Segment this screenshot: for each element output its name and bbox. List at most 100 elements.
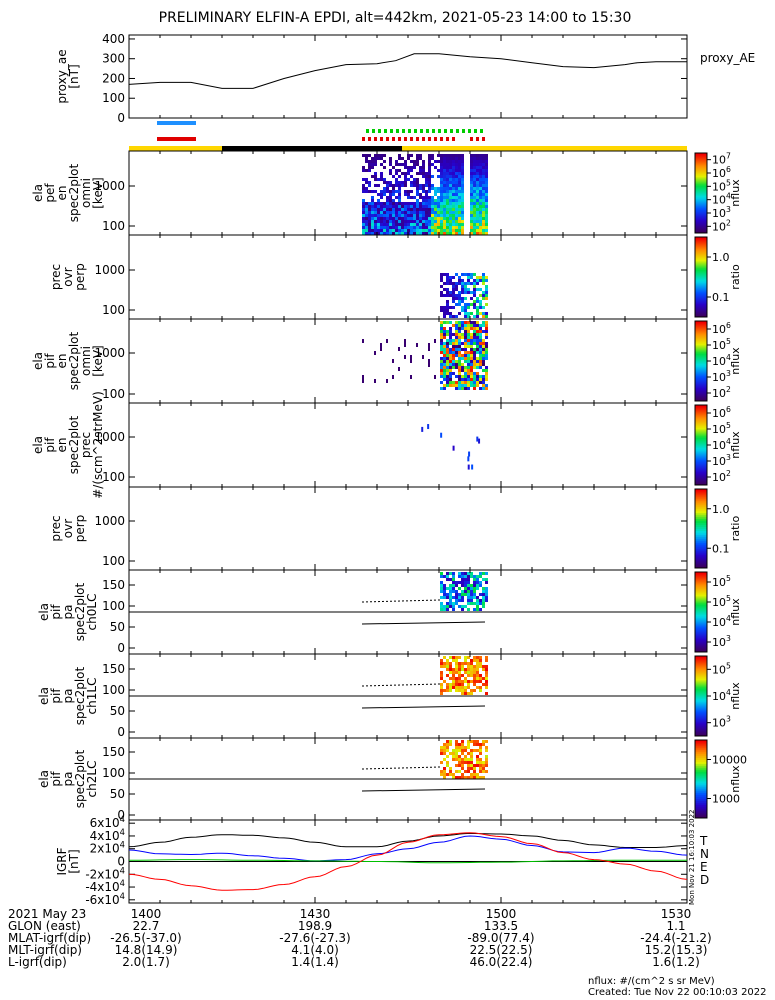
ela-pef-en-spec2plot-omni-panel-cell [425, 196, 428, 199]
ela-pif-pa-spec2plot-ch1LC-panel-cell [485, 659, 488, 662]
ela-pef-en-spec2plot-omni-panel-cell [398, 205, 401, 208]
ela-pif-pa-spec2plot-ch1LC-panel-cell [443, 662, 446, 665]
ela-pif-en-spec2plot-omni-panel-cell [473, 381, 476, 384]
ela-pif-pa-spec2plot-ch1LC-panel-cell [452, 686, 455, 689]
ela-pif-pa-spec2plot-ch2LC-panel-cell [473, 749, 476, 752]
ela-pef-en-spec2plot-omni-panel-cell [449, 169, 452, 172]
prec-ovr-perp-panel-cell [476, 300, 479, 303]
ela-pif-en-spec2plot-prec-panel-colorbar-cell [695, 481, 707, 484]
ela-pef-en-spec2plot-omni-panel-cell [452, 229, 455, 232]
ela-pif-en-spec2plot-omni-panel-ylabel: spec2plot [67, 331, 81, 390]
ela-pif-en-spec2plot-omni-panel-cell [482, 348, 485, 351]
ela-pif-pa-spec2plot-ch1LC-panel-cell [452, 680, 455, 683]
ela-pif-pa-spec2plot-ch0LC-panel-cell [443, 584, 446, 587]
ela-pef-en-spec2plot-omni-panel-cell [425, 190, 428, 193]
ela-pef-en-spec2plot-omni-panel-cell [371, 217, 374, 220]
ela-pef-en-spec2plot-omni-panel-colorbar-cell [695, 157, 707, 160]
ela-pif-en-spec2plot-omni-panel-cell [458, 324, 461, 327]
ela-pif-pa-spec2plot-ch1LC-panel-cell [452, 674, 455, 677]
ela-pif-pa-spec2plot-ch0LC-panel-cell [440, 575, 443, 578]
ela-pef-en-spec2plot-omni-panel-cell [479, 208, 482, 211]
prec-ovr-perp-panel-cell [473, 291, 476, 294]
ela-pif-pa-spec2plot-ch0LC-panel-cell [467, 593, 470, 596]
ela-pef-en-spec2plot-omni-panel-cell [395, 226, 398, 229]
ela-pef-en-spec2plot-omni-panel-cell [458, 193, 461, 196]
ela-pif-pa-spec2plot-ch1LC-panel-colorbar-cell [695, 710, 707, 713]
ela-pif-en-spec2plot-omni-panel-cell [482, 345, 485, 348]
ela-pif-en-spec2plot-omni-panel-cell [410, 375, 412, 379]
ela-pef-en-spec2plot-omni-panel-cell [443, 184, 446, 187]
ela-pif-en-spec2plot-omni-panel-colorbar-label: nflux [729, 347, 742, 375]
ela-pef-en-spec2plot-omni-panel-cell [458, 169, 461, 172]
ela-pef-en-spec2plot-omni-panel-cell [404, 172, 407, 175]
ela-pif-pa-spec2plot-ch1LC-panel-colorbar-cell [695, 676, 707, 679]
prec-ovr-perp-2-panel-colorbar-cell [695, 500, 707, 504]
ela-pef-en-spec2plot-omni-panel-cell [395, 211, 398, 214]
ela-pif-en-spec2plot-omni-panel-cell [374, 379, 376, 383]
xaxis-row-label: 2021 May 23 [8, 907, 86, 921]
ela-pef-en-spec2plot-omni-panel-cell [401, 214, 404, 217]
ela-pef-en-spec2plot-omni-panel-cell [398, 196, 401, 199]
ela-pef-en-spec2plot-omni-panel-cell [422, 223, 425, 226]
ela-pef-en-spec2plot-omni-panel-cell [407, 190, 410, 193]
ela-pef-en-spec2plot-omni-panel-cell [446, 166, 449, 169]
ela-pef-en-spec2plot-omni-panel-cell [416, 193, 419, 196]
ela-pef-en-spec2plot-omni-panel-cell [392, 166, 395, 169]
ela-pif-pa-spec2plot-ch1LC-panel-cell [482, 683, 485, 686]
prec-ovr-perp-2-panel-colorbar-cell [695, 496, 707, 500]
ela-pif-pa-spec2plot-ch0LC-panel-colorbar-frame [694, 571, 708, 653]
ela-pef-en-spec2plot-omni-panel-cell [461, 190, 464, 193]
ela-pif-en-spec2plot-omni-panel-cell [449, 366, 452, 369]
ela-pif-en-spec2plot-omni-panel-colorbar-cell [695, 365, 707, 368]
ela-pef-en-spec2plot-omni-panel-cell [419, 154, 422, 157]
ela-pif-pa-spec2plot-ch0LC-panel-cell [452, 596, 455, 599]
ela-pef-en-spec2plot-omni-panel-cell [398, 184, 401, 187]
ela-pif-en-spec2plot-omni-panel-cell [455, 339, 458, 342]
xaxis-value: -26.5(-37.0) [110, 931, 181, 945]
ela-pef-en-spec2plot-omni-panel-cell [434, 223, 437, 226]
ela-pif-pa-spec2plot-ch0LC-panel-colorbar-cell [695, 608, 707, 611]
ela-pif-en-spec2plot-omni-panel-cell [485, 336, 488, 339]
ela-pef-en-spec2plot-omni-panel-cell [362, 154, 365, 157]
indicator-red-dash [374, 137, 377, 141]
ela-pef-en-spec2plot-omni-panel-cell [398, 223, 401, 226]
ela-pif-pa-spec2plot-ch0LC-panel-cell [470, 599, 473, 602]
ela-pif-en-spec2plot-omni-panel-cell [485, 351, 488, 354]
ela-pef-en-spec2plot-omni-panel-cell [473, 220, 476, 223]
ela-pef-en-spec2plot-omni-panel-cell [485, 205, 488, 208]
ela-pif-en-spec2plot-omni-panel-cell [473, 354, 476, 357]
ela-pif-pa-spec2plot-ch0LC-panel-cell [470, 602, 473, 605]
ela-pef-en-spec2plot-omni-panel-cell [449, 214, 452, 217]
ela-pif-pa-spec2plot-ch1LC-panel-cell [452, 668, 455, 671]
ela-pif-pa-spec2plot-ch2LC-panel-cell [479, 746, 482, 749]
ela-pif-en-spec2plot-omni-panel-colorbar-cell [695, 321, 707, 324]
ela-pif-pa-spec2plot-ch2LC-panel-colorbar-cell [695, 800, 707, 803]
ela-pif-en-spec2plot-omni-panel-cell [458, 381, 461, 384]
ela-pef-en-spec2plot-omni-panel-cell [389, 229, 392, 232]
ela-pef-en-spec2plot-omni-panel-cell [401, 202, 404, 205]
ela-pif-en-spec2plot-prec-panel-ylabel: en [55, 438, 69, 453]
ela-pif-pa-spec2plot-ch1LC-panel-cell [482, 677, 485, 680]
ela-pif-en-spec2plot-omni-panel-cell [479, 327, 482, 330]
prec-ovr-perp-panel-cell [443, 315, 446, 318]
ela-pif-en-spec2plot-omni-panel-cell [374, 351, 376, 355]
ela-pif-pa-spec2plot-ch1LC-panel-ytick-label: 150 [102, 662, 125, 676]
ela-pef-en-spec2plot-omni-panel-cell [473, 205, 476, 208]
prec-ovr-perp-panel-cell [452, 282, 455, 285]
ela-pef-en-spec2plot-omni-panel-cell [473, 157, 476, 160]
ela-pef-en-spec2plot-omni-panel-cell [482, 154, 485, 157]
ela-pif-pa-spec2plot-ch2LC-panel-cell [443, 767, 446, 770]
indicator-green-dash [432, 129, 435, 133]
ela-pif-pa-spec2plot-ch1LC-panel-ytick-label: 50 [110, 704, 125, 718]
ela-pif-pa-spec2plot-ch2LC-panel-colorbar-cell [695, 773, 707, 776]
ela-pif-en-spec2plot-omni-panel-cell [467, 339, 470, 342]
ela-pef-en-spec2plot-omni-panel-cell [398, 202, 401, 205]
ela-pif-en-spec2plot-omni-panel-ylabel: ela [31, 352, 45, 370]
ela-pif-pa-spec2plot-ch1LC-panel-cell [479, 656, 482, 659]
ela-pif-en-spec2plot-prec-panel-colorbar-tick-label: 102 [712, 469, 731, 484]
ela-pef-en-spec2plot-omni-panel-cell [455, 172, 458, 175]
ela-pif-en-spec2plot-omni-panel-cell [440, 357, 443, 360]
ela-pif-pa-spec2plot-ch1LC-panel-cell [470, 665, 473, 668]
ela-pef-en-spec2plot-omni-panel-cell [398, 199, 401, 202]
ela-pif-en-spec2plot-omni-panel-cell [434, 375, 436, 379]
